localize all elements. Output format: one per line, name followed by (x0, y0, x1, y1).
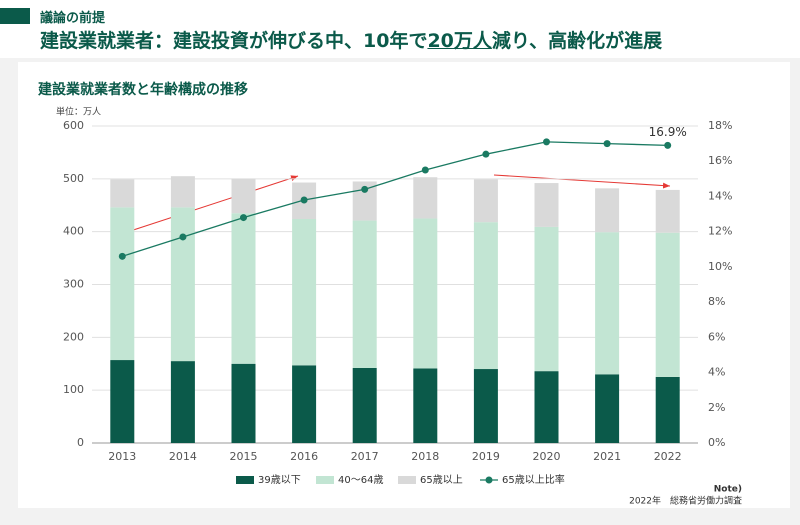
x-tick-label: 2016 (290, 450, 318, 463)
point (603, 140, 611, 148)
x-tick-label: 2019 (472, 450, 500, 463)
y-tick-label: 500 (63, 172, 84, 185)
y2-tick-label: 12% (708, 225, 732, 238)
bar-segment (110, 207, 135, 361)
trend-arrow (117, 175, 299, 236)
legend-label: 65歳以上 (420, 474, 463, 486)
bar-segment (534, 226, 559, 372)
bar-segment (292, 218, 317, 366)
y2-tick-label: 14% (708, 189, 732, 202)
title-part: 建設業就業者：建設投資が伸びる中、10年で (40, 30, 428, 52)
point (543, 138, 550, 146)
x-tick-label: 2022 (654, 450, 682, 463)
line (122, 141, 668, 257)
x-tick-label: 2021 (593, 450, 621, 463)
bar-segment (473, 179, 498, 223)
y-tick-label: 600 (63, 119, 84, 132)
y-tick-label: 300 (63, 278, 84, 291)
x-tick-label: 2017 (351, 450, 379, 463)
bar-segment (170, 207, 195, 362)
tag: 議論の前提 (40, 11, 106, 26)
bar-segment (413, 368, 438, 443)
bar-segment (473, 369, 498, 443)
y2-tick-label: 18% (708, 119, 732, 132)
chart-title: 建設業就業者数と年齢構成の推移 (38, 81, 248, 98)
point (118, 252, 126, 260)
bar-segment (110, 360, 135, 443)
title-part: 減り、高齢化が進展 (491, 30, 663, 52)
bar-segment (473, 222, 498, 370)
title-highlight: 20万人 (427, 30, 492, 52)
point (664, 141, 672, 149)
legend-label: 65歳以上比率 (502, 473, 565, 486)
trend-arrow (493, 174, 671, 189)
y2-tick-label: 6% (708, 330, 725, 343)
legend-swatch (398, 476, 416, 484)
bar-segment (595, 188, 620, 233)
bar-segment (534, 183, 559, 227)
bar-segment (110, 179, 135, 208)
point (361, 185, 369, 193)
bar-segment (413, 218, 438, 369)
y-tick-label: 400 (63, 225, 84, 238)
y2-tick-label: 16% (708, 154, 732, 167)
bar-segment (170, 176, 195, 208)
title: 建設業就業者：建設投資が伸びる中、10年で20万人減り、高齢化が進展 (40, 26, 662, 53)
bar-segment (595, 374, 620, 443)
legend-swatch (236, 476, 254, 484)
y-axis-label: 単位：万人 (56, 106, 101, 118)
x-tick-label: 2018 (411, 450, 439, 463)
x-tick-label: 2015 (230, 450, 258, 463)
bar-segment (231, 213, 256, 364)
source: 2022年 総務省労働力調査 (629, 495, 742, 507)
legend-swatch (485, 476, 493, 484)
bar-segment (655, 376, 680, 443)
bar-segment (413, 177, 438, 219)
point (300, 196, 308, 204)
bar-segment (534, 371, 559, 443)
y-tick-label: 0 (77, 436, 84, 449)
bar-segment (352, 367, 377, 443)
point (179, 233, 187, 241)
bar-segment (231, 178, 256, 214)
point (240, 214, 247, 222)
bar-segment (170, 361, 195, 443)
header: 議論の前提 建設業就業者：建設投資が伸びる中、10年で20万人減り、高齢化が進展 (0, 0, 800, 58)
x-tick-label: 2014 (169, 450, 197, 463)
legend-label: 39歳以下 (258, 474, 301, 486)
y2-tick-label: 4% (708, 366, 725, 379)
x-tick-label: 2020 (533, 450, 561, 463)
y2-tick-label: 10% (708, 260, 732, 273)
bar-segment (655, 232, 680, 377)
bar-segment (595, 232, 620, 375)
y2-tick-label: 0% (708, 436, 725, 449)
legend-swatch (316, 476, 334, 484)
y-tick-label: 200 (63, 330, 84, 343)
bar-segment (655, 189, 680, 233)
x-tick-label: 2013 (108, 450, 136, 463)
y2-tick-label: 8% (708, 295, 725, 308)
y-tick-label: 100 (63, 383, 84, 396)
point (482, 150, 490, 158)
point (421, 166, 429, 174)
legend-label: 40～64歳 (338, 474, 383, 486)
note: Note) (714, 485, 742, 495)
y2-tick-label: 2% (708, 401, 725, 414)
tag-bar (0, 8, 30, 24)
bar-segment (352, 220, 377, 368)
bar-segment (231, 363, 256, 443)
value-label: 16.9% (649, 125, 687, 139)
bar-segment (292, 365, 317, 443)
